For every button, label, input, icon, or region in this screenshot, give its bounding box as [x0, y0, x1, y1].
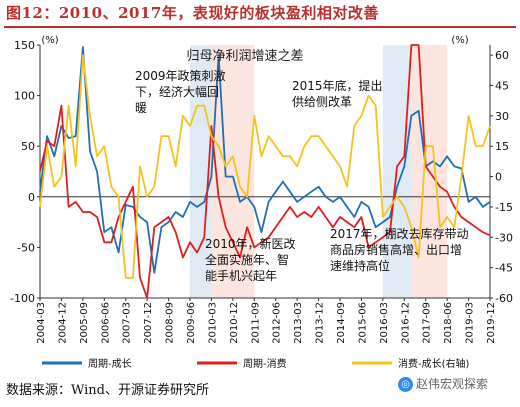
annotation-line: 下，经济大幅回 [135, 84, 219, 99]
figure-title: 图12：2010、2017年，表现好的板块盈利相对改善 [6, 4, 379, 22]
x-tick-label: 2019-03 [465, 302, 476, 344]
left-tick-label: -50 [17, 241, 35, 254]
watermark: ◎ 赵伟宏观探索 [398, 375, 488, 392]
right-tick-label: -15 [495, 201, 513, 214]
axes: 150100500-50-100604530150-15-30-45-60(%)… [10, 35, 513, 344]
right-tick-label: 30 [495, 110, 509, 123]
x-tick-label: 2011-09 [250, 302, 261, 344]
x-tick-label: 2005-09 [79, 302, 90, 344]
annotation-line: 2015年底，提出 [292, 78, 383, 93]
x-tick-label: 2008-09 [165, 302, 176, 344]
annotation-line: 暖 [135, 101, 147, 115]
legend-label-3: 消费-成长(右轴) [398, 357, 470, 370]
left-tick-label: -100 [10, 292, 35, 305]
wechat-icon: ◎ [398, 377, 413, 392]
left-tick-label: 50 [21, 140, 35, 153]
right-tick-label: 45 [495, 79, 509, 92]
x-tick-label: 2019-12 [486, 302, 497, 344]
x-tick-label: 2007-12 [143, 302, 154, 344]
x-tick-label: 2009-06 [186, 302, 197, 344]
x-tick-label: 2015-06 [357, 302, 368, 344]
left-tick-label: 100 [14, 90, 35, 103]
annotation-line: 2010年，新医改 [205, 236, 296, 251]
annotation-line: 2017年，棚改去库存带动 [330, 226, 469, 241]
right-tick-label: -60 [495, 292, 513, 305]
watermark-text: 赵伟宏观探索 [416, 377, 489, 391]
series-line-2 [39, 44, 491, 299]
x-tick-label: 2016-03 [379, 302, 390, 344]
x-tick-label: 2017-09 [422, 302, 433, 344]
x-tick-label: 2014-09 [336, 302, 347, 344]
left-tick-label: 150 [14, 39, 35, 52]
x-tick-label: 2010-03 [207, 302, 218, 344]
left-tick-label: 0 [28, 191, 35, 204]
series-line-3 [39, 54, 491, 279]
highlight-band [211, 45, 255, 298]
x-tick-label: 2010-12 [229, 302, 240, 344]
x-tick-label: 2013-03 [293, 302, 304, 344]
annotation-line: 供给侧改革 [292, 95, 352, 109]
legend-label-1: 周期-成长 [88, 358, 132, 370]
legend: 周期-成长 周期-消费 消费-成长(右轴) [42, 357, 470, 370]
x-tick-label: 2018-06 [443, 302, 454, 344]
right-unit: (%) [451, 35, 468, 46]
chart-title: 归母净利润增速之差 [186, 49, 303, 64]
right-tick-label: 60 [495, 49, 509, 62]
x-tick-label: 2007-03 [122, 302, 133, 344]
series-line-1 [39, 46, 491, 274]
right-tick-label: -45 [495, 262, 513, 275]
x-tick-label: 2013-12 [315, 302, 326, 344]
title-rule [4, 26, 516, 28]
x-tick-label: 2004-12 [57, 302, 68, 344]
x-tick-label: 2004-03 [36, 302, 47, 344]
x-tick-label: 2012-06 [272, 302, 283, 344]
right-tick-label: 0 [495, 171, 502, 184]
annotation-line: 全面实施年、智 [205, 252, 289, 267]
annotation-line: 速维持高位 [330, 258, 390, 273]
x-tick-label: 2016-12 [400, 302, 411, 344]
annotation-line: 2009年政策刺激 [135, 69, 226, 83]
right-tick-label: -30 [495, 231, 513, 244]
legend-label-2: 周期-消费 [243, 357, 287, 370]
source-note: 数据来源：Wind、开源证券研究所 [6, 383, 209, 398]
annotation-line: 能手机兴起年 [205, 269, 277, 283]
x-tick-label: 2006-06 [100, 302, 111, 344]
right-tick-label: 15 [495, 140, 509, 153]
left-unit: (%) [41, 35, 58, 46]
series-lines [39, 44, 491, 299]
annotation-line: 商品房销售高增、出口增 [330, 242, 462, 257]
